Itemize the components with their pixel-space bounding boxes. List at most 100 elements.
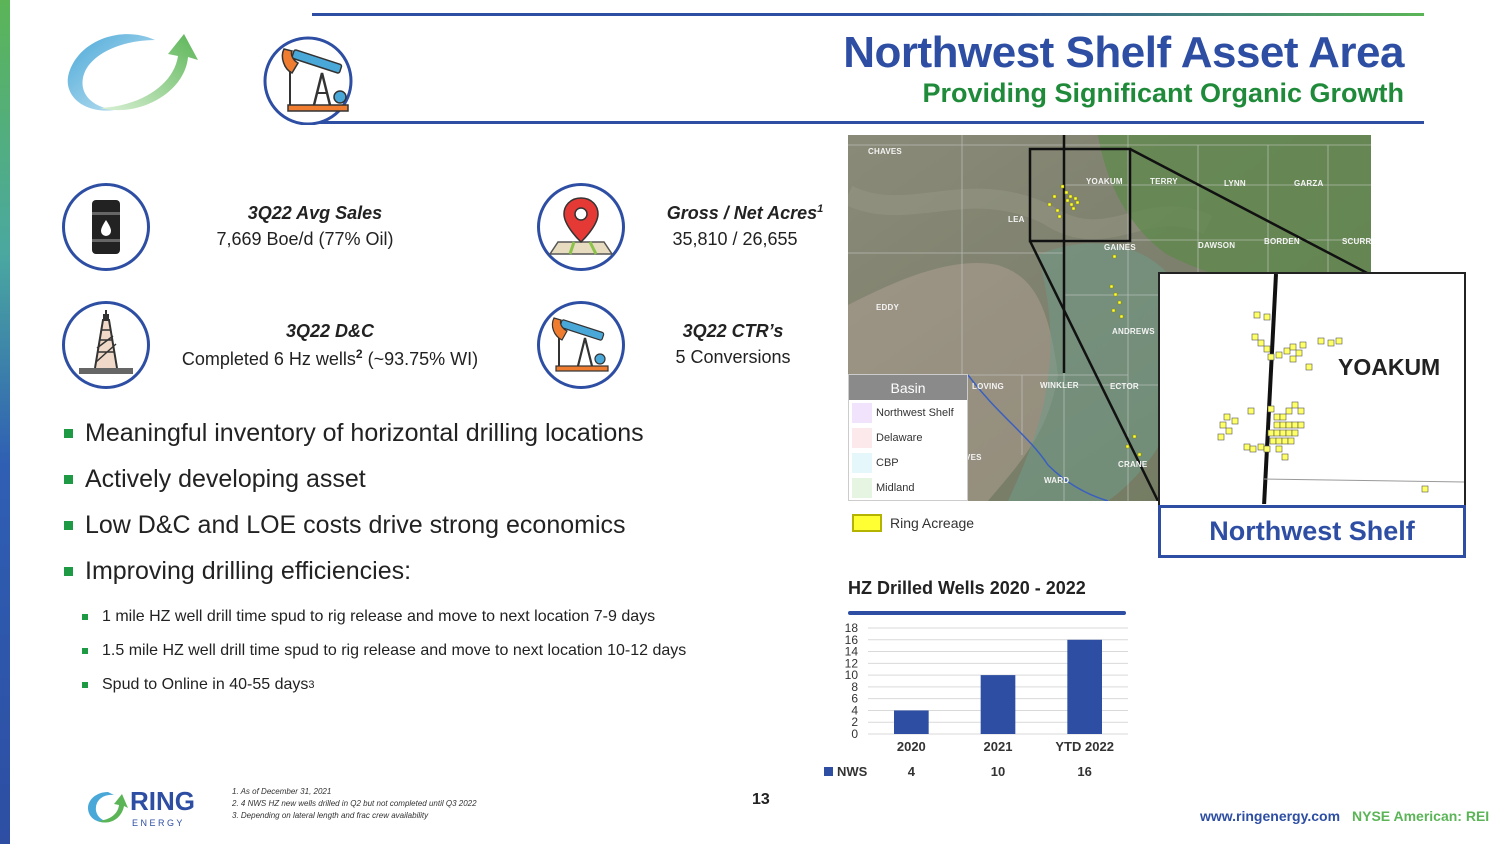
legend-item: Midland	[849, 475, 967, 500]
sub-bullet-text: Spud to Online in 40-55 days	[102, 676, 309, 693]
y-tick-label: 2	[851, 715, 858, 729]
stat-sales-value: 7,669 Boe/d (77% Oil)	[216, 229, 394, 249]
ring-swoosh-logo-icon	[67, 34, 198, 111]
legend-label: Northwest Shelf	[876, 406, 954, 419]
bullet-marker	[64, 566, 73, 576]
county-label: GARZA	[1294, 179, 1324, 188]
data-table-value: 4	[908, 764, 916, 779]
footnotes: 1. As of December 31, 2021 2. 4 NWS HZ n…	[232, 786, 477, 822]
stat-acres-footnote-ref: 1	[817, 203, 824, 215]
county-label: CHAVES	[868, 147, 902, 156]
sub-bullet-marker	[82, 682, 88, 688]
county-label: WARD	[1044, 476, 1070, 485]
stat-dc-value-text: Completed 6 Hz wells	[181, 349, 356, 369]
x-tick-label: 2021	[984, 739, 1013, 754]
county-label: ECTOR	[1110, 382, 1139, 391]
county-label: LOVING	[972, 382, 1004, 391]
logo-subword: E N E R G Y	[132, 818, 182, 828]
header-pump-jack-icon	[263, 36, 353, 125]
county-label: EDDY	[876, 303, 900, 312]
ring-acreage-label: Ring Acreage	[890, 515, 975, 531]
stat-acres-value: 35,810 / 26,655	[672, 229, 798, 249]
legend-item: CBP	[849, 450, 967, 475]
stat-dc-value: Completed 6 Hz wells2 (~93.75% WI)	[160, 347, 500, 370]
basin-legend-title: Basin	[849, 375, 967, 400]
x-tick-label: YTD 2022	[1055, 739, 1114, 754]
county-label: DAWSON	[1198, 241, 1236, 250]
website-link[interactable]: www.ringenergy.com	[1200, 808, 1341, 824]
legend-swatch	[824, 767, 833, 776]
bullet-text: Improving drilling efficiencies:	[85, 556, 412, 585]
legend-swatch	[852, 452, 872, 473]
county-label: CRANE	[1118, 460, 1148, 469]
stat-ctr-title: 3Q22 CTR’s	[682, 321, 784, 341]
ring-acreage-key: Ring Acreage	[852, 514, 974, 532]
inset-caption: Northwest Shelf	[1158, 505, 1466, 558]
county-label: GAINES	[1104, 243, 1136, 252]
header-bottom-rule	[312, 121, 1424, 124]
chart-title-rule	[848, 611, 1126, 615]
y-tick-label: 8	[851, 680, 858, 694]
bar	[980, 675, 1016, 734]
legend-swatch	[852, 477, 872, 498]
exchange-ticker: NYSE American: REI	[1352, 808, 1490, 824]
bullet-text: Actively developing asset	[85, 464, 366, 493]
logo-word: RING	[130, 786, 195, 816]
bullet-item: Meaningful inventory of horizontal drill…	[64, 410, 824, 456]
stat-dc-footnote-ref: 2	[355, 347, 363, 361]
bar	[1067, 639, 1102, 734]
side-accent-bar	[0, 0, 10, 844]
bullet-marker	[64, 520, 73, 530]
inset-county-label: YOAKUM	[1338, 354, 1441, 380]
bullet-item: Low D&C and LOE costs drive strong econo…	[64, 502, 824, 548]
county-label: WINKLER	[1040, 381, 1079, 390]
ring-acreage-swatch	[852, 514, 882, 532]
bullet-item: Actively developing asset	[64, 456, 824, 502]
oil-barrel-icon	[62, 183, 150, 271]
map-pin-icon	[537, 183, 625, 271]
county-label: SCURRY	[1342, 237, 1371, 246]
data-table-value: 16	[1077, 764, 1091, 779]
drilling-rig-icon	[62, 301, 150, 389]
y-tick-label: 18	[845, 621, 859, 635]
data-table-value: 10	[991, 764, 1005, 779]
legend-item: Delaware	[849, 425, 967, 450]
series-name-label: NWS	[837, 764, 868, 779]
page-subtitle: Providing Significant Organic Growth	[922, 78, 1404, 108]
bullet-marker	[64, 474, 73, 484]
x-tick-label: 2020	[897, 739, 926, 754]
basin-legend: Basin Northwest Shelf Delaware CBP Midla…	[848, 374, 968, 501]
stat-sales-title: 3Q22 Avg Sales	[247, 203, 383, 223]
bullet-list: Meaningful inventory of horizontal drill…	[64, 410, 824, 594]
y-tick-label: 6	[851, 692, 858, 706]
legend-swatch	[852, 427, 872, 448]
legend-item: Northwest Shelf	[849, 400, 967, 425]
sub-bullet-marker	[82, 614, 88, 620]
footnote: 2. 4 NWS HZ new wells drilled in Q2 but …	[232, 799, 477, 808]
legend-label: Delaware	[876, 431, 923, 444]
bullet-text: Low D&C and LOE costs drive strong econo…	[85, 510, 626, 539]
sub-bullet-footnote-ref: 3	[308, 679, 315, 691]
yoakum-inset-drawing	[1217, 273, 1465, 507]
bullet-item: Improving drilling efficiencies:	[64, 548, 824, 594]
sub-bullet-text: 1.5 mile HZ well drill time spud to rig …	[102, 642, 687, 659]
sub-bullet-item: 1 mile HZ well drill time spud to rig re…	[82, 600, 842, 634]
ring-energy-logo-icon: RING E N E R G Y	[88, 786, 195, 828]
stat-acres-title: Gross / Net Acres1	[640, 203, 850, 224]
bullet-marker	[64, 428, 73, 438]
sub-bullet-marker	[82, 648, 88, 654]
footnote: 1. As of December 31, 2021	[232, 787, 332, 796]
bar	[894, 710, 929, 734]
pump-jack-icon	[537, 301, 625, 389]
sub-bullet-item: 1.5 mile HZ well drill time spud to rig …	[82, 634, 842, 668]
county-label: LEA	[1008, 215, 1025, 224]
chart-title: HZ Drilled Wells 2020 - 2022	[848, 578, 1086, 598]
county-label: YOAKUM	[1086, 177, 1123, 186]
stat-dc-title: 3Q22 D&C	[285, 321, 375, 341]
y-tick-label: 4	[851, 703, 858, 717]
y-tick-label: 0	[851, 727, 858, 741]
page-number: 13	[752, 791, 770, 808]
county-label: BORDEN	[1264, 237, 1300, 246]
legend-swatch	[852, 402, 872, 423]
